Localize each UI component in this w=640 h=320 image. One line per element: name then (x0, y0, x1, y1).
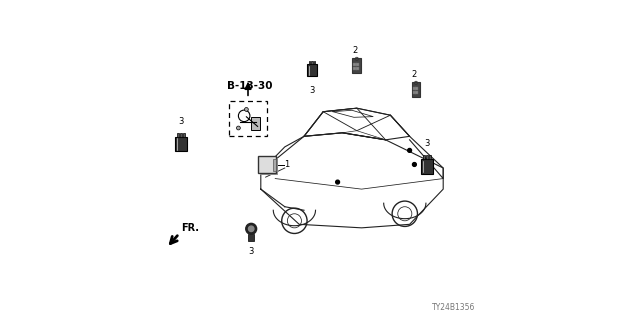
Circle shape (237, 126, 241, 130)
Text: 3: 3 (424, 139, 430, 148)
Circle shape (412, 163, 417, 166)
Text: B-13-30: B-13-30 (227, 81, 273, 91)
Text: 1: 1 (285, 160, 290, 169)
Text: 2: 2 (353, 46, 358, 55)
Bar (412, 82, 420, 97)
Bar (311, 61, 313, 64)
Text: 3: 3 (248, 247, 254, 256)
Bar (308, 61, 310, 64)
Circle shape (248, 226, 254, 232)
Bar (353, 63, 356, 66)
Bar (352, 58, 361, 73)
Circle shape (335, 180, 339, 184)
Bar (423, 155, 425, 159)
Circle shape (244, 108, 248, 111)
Bar (258, 156, 276, 173)
Bar (356, 67, 359, 70)
Text: FR.: FR. (181, 223, 199, 233)
Text: 2: 2 (412, 70, 417, 79)
Text: TY24B1356: TY24B1356 (432, 303, 475, 312)
Circle shape (246, 223, 257, 234)
Bar (229, 101, 268, 136)
Text: 3: 3 (178, 117, 184, 126)
Bar (177, 132, 179, 137)
Bar (314, 61, 316, 64)
Bar (413, 91, 416, 94)
Bar (356, 63, 359, 66)
Bar (429, 155, 431, 159)
Bar (413, 87, 416, 90)
Bar (353, 67, 356, 70)
Bar (415, 87, 418, 90)
Bar (415, 91, 418, 94)
Bar (273, 159, 276, 171)
Bar (183, 132, 185, 137)
Bar (180, 132, 182, 137)
Bar (248, 234, 255, 241)
Bar (252, 117, 260, 130)
Bar (307, 64, 317, 76)
Bar (426, 155, 428, 159)
Bar (175, 137, 187, 151)
Circle shape (408, 148, 412, 152)
Bar (421, 159, 433, 174)
Bar (260, 158, 278, 175)
Text: 3: 3 (309, 86, 315, 95)
